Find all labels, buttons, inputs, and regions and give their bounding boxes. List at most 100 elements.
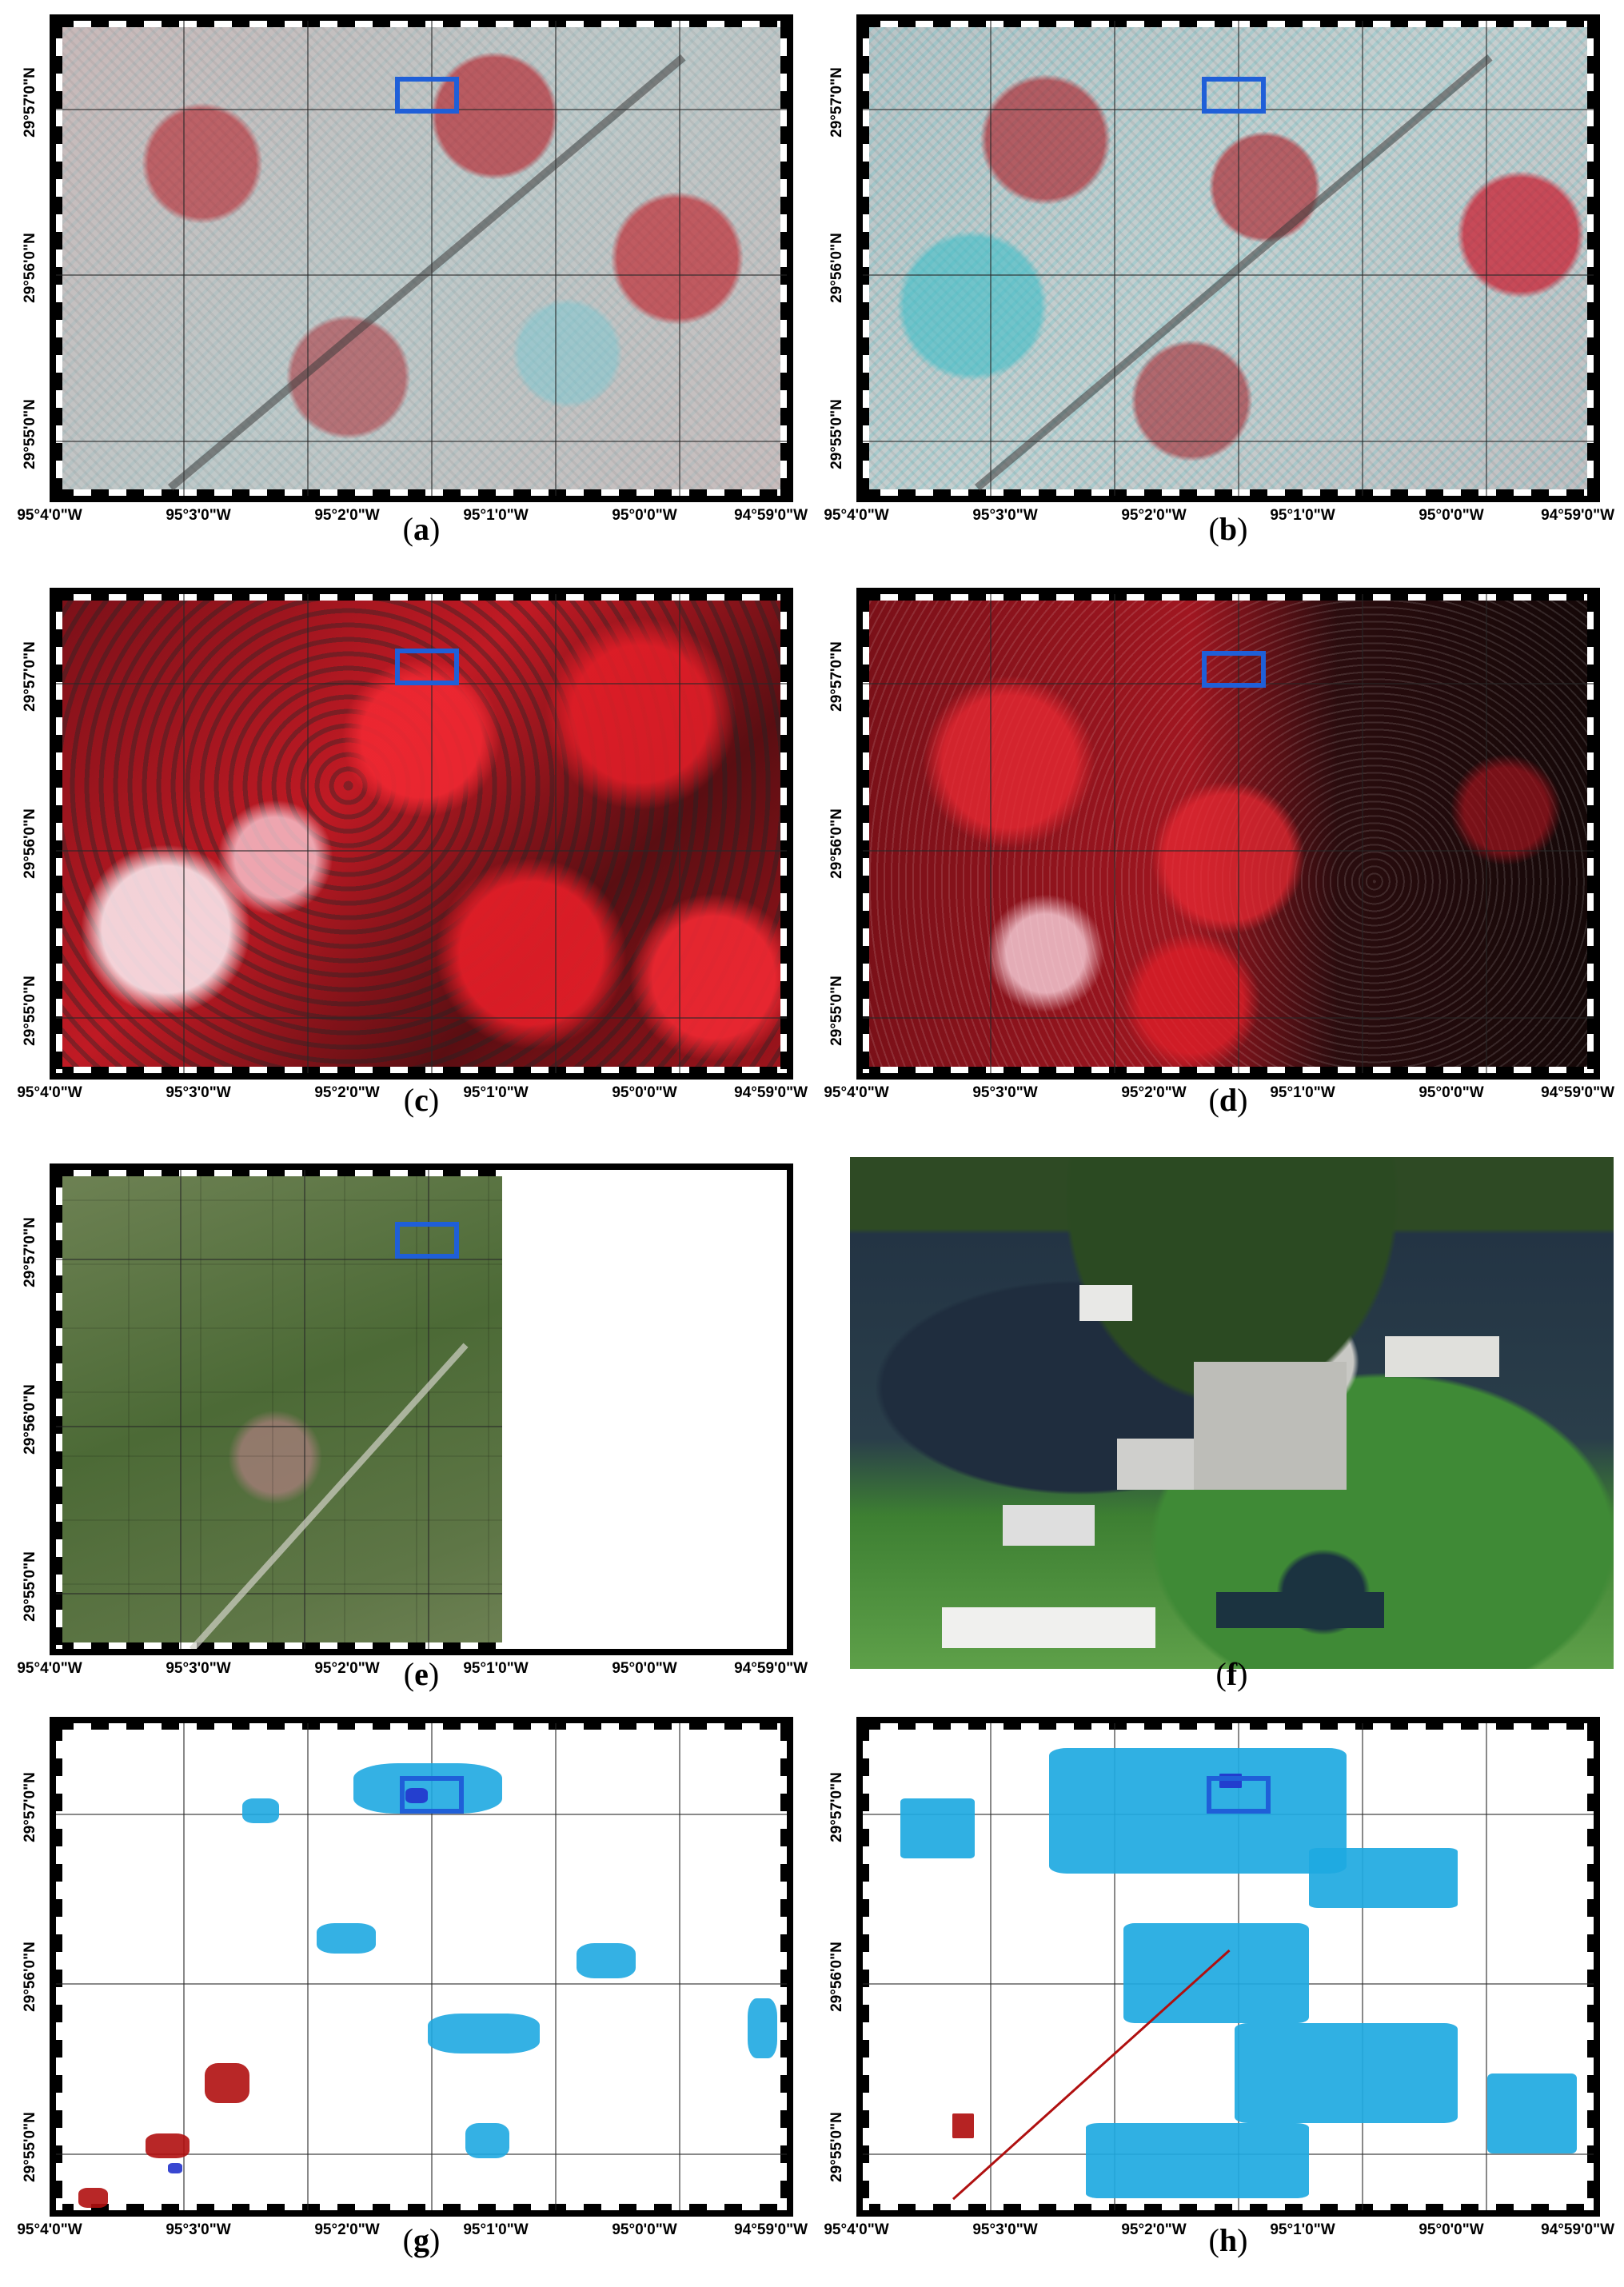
map-image-f — [850, 1157, 1614, 1669]
y-tick-label: 29°57'0"N — [22, 1771, 38, 1842]
region-of-interest-box — [399, 1775, 464, 1814]
flood-class-region — [353, 1763, 502, 1814]
gridline-horizontal — [863, 109, 1594, 110]
highway-feature — [167, 54, 686, 491]
map-image-e — [50, 1163, 793, 1655]
x-tick-label: 95°3'0"W — [972, 507, 1038, 524]
graticule-border-top — [56, 594, 787, 601]
region-of-interest-box — [1202, 650, 1267, 688]
y-tick-label: 29°55'0"N — [22, 398, 38, 469]
y-tick-label: 29°56'0"N — [828, 1942, 845, 2012]
gridline-horizontal — [56, 1983, 787, 1985]
y-tick-label: 29°57'0"N — [828, 66, 845, 138]
graticule-border-top — [56, 21, 787, 27]
gridline-vertical — [307, 1723, 309, 2210]
x-tick-label: 95°2'0"W — [314, 507, 380, 524]
y-tick-label: 29°55'0"N — [22, 2111, 38, 2182]
x-tick-label: 95°3'0"W — [972, 2221, 1038, 2238]
gridline-horizontal — [56, 2153, 787, 2155]
map-image-g — [50, 1717, 793, 2217]
graticule-border-left — [863, 594, 869, 1073]
panel-caption-h: (h) — [1208, 2222, 1248, 2258]
gridline-vertical — [1362, 21, 1363, 496]
map-image-b — [856, 14, 1600, 502]
gridline-vertical — [183, 21, 185, 496]
flood-class-region — [1235, 2023, 1458, 2123]
map-image-a — [50, 14, 793, 502]
gridline-vertical — [679, 21, 680, 496]
graticule-border-left — [863, 21, 869, 496]
graticule-border-top — [56, 1723, 787, 1730]
x-tick-label: 95°0'0"W — [612, 2221, 677, 2238]
gridline-horizontal — [56, 441, 787, 442]
x-tick-label: 95°0'0"W — [612, 1084, 677, 1101]
photo-structure — [1079, 1285, 1133, 1321]
x-tick-label: 95°1'0"W — [1270, 2221, 1335, 2238]
x-tick-label: 95°4'0"W — [824, 1084, 889, 1101]
graticule-border-left — [863, 1723, 869, 2210]
gridline-vertical — [990, 21, 992, 496]
gridline-horizontal — [56, 683, 787, 685]
graticule-border-bottom — [863, 489, 1594, 496]
gridline-vertical — [1114, 1723, 1115, 2210]
graticule-border-top — [863, 594, 1594, 601]
x-tick-label: 95°0'0"W — [1419, 2221, 1484, 2238]
y-tick-label: 29°57'0"N — [828, 1771, 845, 1842]
graticule-border-right — [1587, 594, 1594, 1073]
y-tick-label: 29°56'0"N — [22, 808, 38, 879]
x-tick-label: 95°1'0"W — [463, 1084, 529, 1101]
x-tick-label: 95°0'0"W — [1419, 1084, 1484, 1101]
flood-class-region — [952, 2113, 975, 2138]
graticule-border-right — [1587, 1723, 1594, 2210]
graticule-border-right — [780, 21, 787, 496]
graticule-border-right — [780, 1723, 787, 2210]
x-tick-label: 95°3'0"W — [166, 507, 231, 524]
flood-class-region — [465, 2123, 510, 2158]
graticule-border-bottom — [56, 489, 787, 496]
graticule-border-right — [1587, 21, 1594, 496]
x-tick-label: 94°59'0"W — [1541, 1084, 1615, 1101]
graticule-border-left — [56, 594, 62, 1073]
gridline-horizontal — [56, 274, 787, 276]
region-of-interest-box — [1206, 1775, 1271, 1814]
map-image-h — [856, 1717, 1600, 2217]
x-tick-label: 95°0'0"W — [1419, 507, 1484, 524]
x-tick-label: 95°4'0"W — [17, 507, 82, 524]
gridline-vertical — [1362, 1723, 1363, 2210]
flood-class-region — [1048, 1748, 1347, 1874]
y-tick-label: 29°57'0"N — [828, 641, 845, 712]
x-tick-label: 95°0'0"W — [612, 507, 677, 524]
region-of-interest-box — [395, 648, 460, 685]
photo-structure — [1193, 1362, 1347, 1490]
x-tick-label: 95°4'0"W — [824, 2221, 889, 2238]
gridline-vertical — [431, 594, 433, 1073]
flood-class-region — [405, 1788, 428, 1803]
y-tick-label: 29°56'0"N — [828, 233, 845, 304]
y-tick-label: 29°57'0"N — [22, 641, 38, 712]
graticule-border-right — [780, 1170, 787, 1649]
panel-caption-d: (d) — [1208, 1082, 1248, 1118]
gridline-vertical — [307, 594, 309, 1073]
gridline-vertical — [180, 1170, 182, 1649]
gridline-horizontal — [863, 683, 1594, 685]
flood-class-region — [1487, 2073, 1577, 2153]
gridline-vertical — [1114, 21, 1115, 496]
x-tick-label: 95°1'0"W — [1270, 1084, 1335, 1101]
gridline-horizontal — [56, 1017, 787, 1019]
flood-class-region — [145, 2133, 190, 2158]
gridline-vertical — [431, 1723, 433, 2210]
gridline-horizontal — [56, 1814, 787, 1815]
x-tick-label: 95°2'0"W — [1121, 507, 1187, 524]
gridline-vertical — [304, 1170, 305, 1649]
gridline-horizontal — [56, 1426, 787, 1427]
gridline-vertical — [183, 594, 185, 1073]
flood-class-region — [78, 2188, 109, 2209]
x-tick-label: 95°3'0"W — [972, 1084, 1038, 1101]
x-tick-label: 95°0'0"W — [612, 1660, 677, 1677]
gridline-vertical — [1486, 1723, 1487, 2210]
map-image-c — [50, 588, 793, 1080]
flood-class-region — [1219, 1773, 1243, 1789]
region-of-interest-box — [395, 77, 460, 114]
x-tick-label: 94°59'0"W — [734, 1084, 808, 1101]
gridline-horizontal — [863, 850, 1594, 852]
